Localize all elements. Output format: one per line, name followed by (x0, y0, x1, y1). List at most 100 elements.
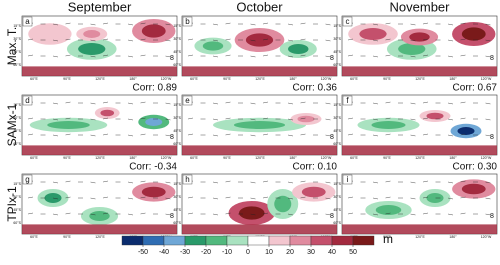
wind-vector (447, 55, 454, 58)
wind-vector (127, 55, 134, 58)
wind-vector (422, 22, 429, 25)
wind-vector (187, 133, 194, 136)
wind-vector (460, 117, 466, 120)
wind-vector (127, 181, 134, 184)
wind-vector (325, 55, 331, 58)
wind-vector (447, 39, 454, 42)
wind-vector (250, 102, 256, 105)
panel-letter: c (346, 17, 350, 26)
wind-vector (165, 134, 171, 137)
anomaly-core (47, 121, 90, 129)
map-panel: f 8 60°E 90°E 120°E 180° 120°W 15°S 30°S 45°S 60°S (333, 94, 498, 160)
lon-tick-label: 120°W (481, 235, 492, 239)
correlation: Corr: 0.10 (293, 162, 338, 173)
lat-tick-label: 45°S (333, 50, 341, 54)
lon-tick-label: 180° (449, 77, 457, 81)
wind-vector (127, 39, 134, 42)
column-title: September (68, 0, 132, 14)
wind-vector (27, 54, 34, 57)
map-panel: a 8 60°E 90°E 120°E 180° 120°W 15°S 30°S 45°S 60°S (13, 15, 178, 81)
wind-vector (165, 181, 171, 184)
wind-vector (287, 55, 294, 58)
wind-vector (447, 213, 454, 216)
wind-vector (347, 133, 354, 136)
anomaly-core (398, 43, 426, 55)
wind-vector (410, 213, 416, 216)
wind-vector (287, 23, 294, 26)
correlation: Corr: 0.67 (453, 83, 498, 94)
lat-tick-label: 30°S (173, 195, 181, 199)
wind-vector (325, 181, 331, 184)
lon-tick-label: 60°E (350, 77, 358, 81)
map-panel: c 8 60°E 90°E 120°E 180° 120°W 15°S 30°S 45°S 60°S (333, 15, 498, 81)
wind-vector (410, 134, 416, 137)
wind-vector (90, 118, 96, 121)
wind-vector (102, 22, 109, 25)
lat-tick-label: 45°S (173, 50, 181, 54)
wind-vector (140, 117, 146, 120)
lat-tick-label: 60°S (333, 221, 341, 225)
lon-tick-label: 180° (129, 77, 137, 81)
wind-vector (102, 38, 109, 41)
wind-vector (300, 54, 306, 57)
wind-vector (447, 197, 454, 200)
lon-tick-label: 120°W (481, 156, 492, 160)
wind-vector (65, 54, 71, 57)
wind-vector (140, 22, 146, 25)
wind-vector (262, 212, 269, 215)
wind-vector (65, 101, 71, 104)
colorbar-label: 10 (265, 249, 273, 256)
lon-tick-label: 120°E (255, 156, 265, 160)
wind-vector (140, 212, 146, 215)
wind-vector (422, 117, 429, 120)
wind-vector (262, 133, 269, 136)
wind-vector (52, 134, 59, 137)
wind-vector (325, 118, 331, 121)
lon-tick-label: 120°W (481, 77, 492, 81)
row-label: SAMx-1 (5, 103, 19, 146)
wind-vector (140, 133, 146, 136)
anomaly-core (457, 127, 475, 135)
wind-vector (300, 212, 306, 215)
wind-vector (485, 23, 491, 26)
colorbar-box (205, 235, 228, 246)
colorbar-box (331, 235, 354, 246)
wind-vector (385, 38, 391, 41)
wind-vector (90, 134, 96, 137)
wind-vector (287, 102, 294, 105)
lon-tick-label: 120°E (415, 235, 425, 239)
wind-vector (325, 23, 331, 26)
lat-tick-label: 15°S (173, 182, 181, 186)
lon-tick-label: 90°E (383, 77, 391, 81)
wind-vector (225, 180, 231, 183)
wind-vector (300, 117, 306, 120)
lat-tick-label: 15°S (173, 24, 181, 28)
wind-vector (460, 54, 466, 57)
wind-vector (300, 133, 306, 136)
wind-vector (460, 101, 466, 104)
wind-vector (250, 213, 256, 216)
correlation: Corr: 0.30 (453, 162, 498, 173)
letter-box (182, 174, 193, 185)
wind-vector (225, 101, 231, 104)
antarctic-band (22, 224, 177, 234)
colorbar-unit: m (383, 232, 393, 246)
wind-vector (385, 180, 391, 183)
letter-box (22, 16, 33, 27)
lat-tick-label: 30°S (333, 37, 341, 41)
anomaly-core (141, 24, 166, 38)
wind-vector (347, 212, 354, 215)
lon-tick-label: 60°E (350, 156, 358, 160)
wind-vector (347, 117, 354, 120)
vector-scale: 8 (330, 134, 334, 141)
wind-vector (212, 39, 219, 42)
lat-tick-label: 45°S (13, 50, 21, 54)
wind-vector (165, 213, 171, 216)
lon-tick-label: 180° (129, 156, 137, 160)
wind-vector (225, 196, 231, 199)
wind-vector (212, 134, 219, 137)
lon-tick-label: 180° (289, 156, 297, 160)
wind-vector (262, 101, 269, 104)
